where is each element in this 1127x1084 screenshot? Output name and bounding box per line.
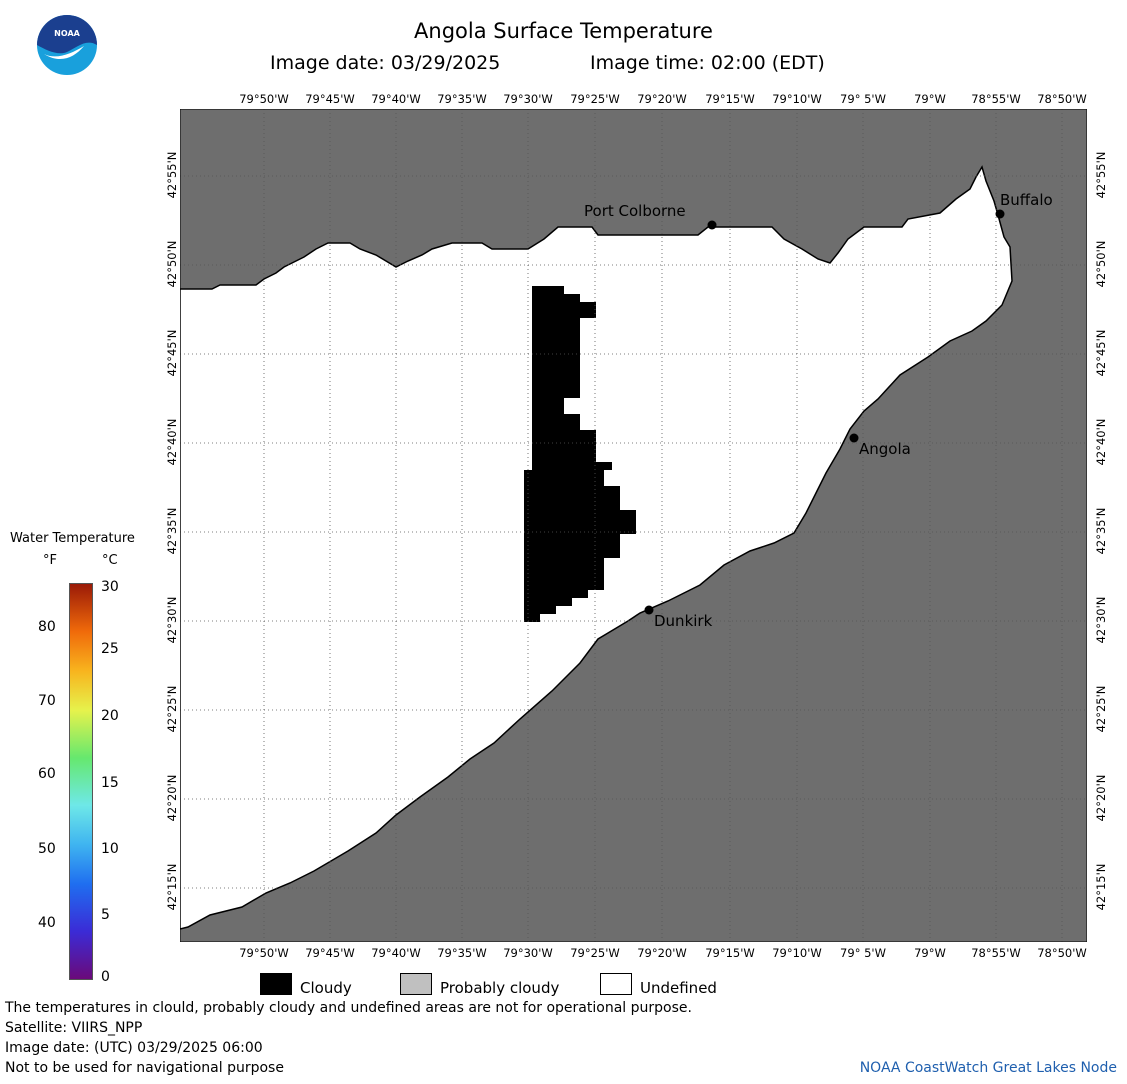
lon-label: 79°25'W [570,92,620,106]
lon-label: 79°50'W [239,946,289,960]
colorbar-f-tick: 50 [38,841,56,857]
lon-label: 79°30'W [503,946,553,960]
colorbar-c-tick: 10 [101,841,119,857]
lat-label: 42°40'N [165,418,179,466]
lat-label: 42°15'N [165,863,179,911]
map-grid [180,109,1087,942]
lon-label: 78°55'W [971,946,1021,960]
colorbar-c-tick: 15 [101,775,119,791]
colorbar-c-tick: 20 [101,708,119,724]
lat-label: 42°55'N [165,151,179,199]
legend-label: Cloudy [300,979,352,997]
city-dot [995,209,1005,219]
lat-label: 42°20'N [165,774,179,822]
lon-label: 79°45'W [305,946,355,960]
lon-label: 79°10'W [772,946,822,960]
city-dot [849,433,859,443]
colorbar-c-tick: 5 [101,907,110,923]
lat-label: 42°30'N [165,596,179,644]
image-date: Image date: 03/29/2025 [270,52,501,74]
lon-label: 79°15'W [705,92,755,106]
lon-label: 79°30'W [503,92,553,106]
colorbar-f-tick: 40 [38,915,56,931]
lon-label: 79°50'W [239,92,289,106]
colorbar-c-tick: 30 [101,579,119,595]
colorbar-f-tick: 70 [38,693,56,709]
svg-text:NOAA: NOAA [54,29,80,38]
legend-label: Undefined [640,979,717,997]
lat-label: 42°35'N [165,507,179,555]
page-title: Angola Surface Temperature [414,19,713,43]
city-markers: Port Colborne Buffalo Angola Dunkirk [584,191,1053,630]
noaa-logo: NOAA [36,14,98,76]
colorbar-f-tick: 60 [38,766,56,782]
lon-label: 79°35'W [437,92,487,106]
colorbar-c-tick: 0 [101,969,110,985]
cloudy-area [524,286,636,622]
colorbar-c-tick: 25 [101,641,119,657]
credit-link[interactable]: NOAA CoastWatch Great Lakes Node [859,1060,1117,1076]
lon-label: 78°50'W [1037,946,1087,960]
lat-label: 42°40'N [1094,418,1108,466]
lon-label: 78°55'W [971,92,1021,106]
city-label: Port Colborne [584,202,686,220]
lat-label: 42°35'N [1094,507,1108,555]
lon-label: 79° 5'W [840,92,886,106]
legend-swatch [600,973,632,995]
legend-swatch [400,973,432,995]
lat-label: 42°50'N [1094,240,1108,288]
lon-label: 79°W [914,946,946,960]
lat-label: 42°50'N [165,240,179,288]
lon-label: 79°20'W [637,946,687,960]
lat-label: 42°25'N [1094,685,1108,733]
city-dot [644,605,654,615]
city-label: Buffalo [1000,191,1053,209]
colorbar-unit-c: °C [102,553,118,568]
lon-label: 79°20'W [637,92,687,106]
legend-swatch [260,973,292,995]
lon-label: 79°W [914,92,946,106]
lon-label: 79°10'W [772,92,822,106]
utc-date-text: Image date: (UTC) 03/29/2025 06:00 [5,1040,263,1056]
lon-label: 79°15'W [705,946,755,960]
lat-label: 42°45'N [165,329,179,377]
satellite-text: Satellite: VIIRS_NPP [5,1020,143,1036]
lon-label: 79°35'W [437,946,487,960]
lon-label: 78°50'W [1037,92,1087,106]
lat-label: 42°25'N [165,685,179,733]
city-dot [707,220,717,230]
image-time: Image time: 02:00 (EDT) [590,52,825,74]
lon-label: 79°45'W [305,92,355,106]
lat-label: 42°30'N [1094,596,1108,644]
temperature-map: Port Colborne Buffalo Angola Dunkirk [180,109,1087,942]
disclaimer-text: The temperatures in clould, probably clo… [5,1000,692,1016]
colorbar-f-tick: 80 [38,619,56,635]
navigation-warning: Not to be used for navigational purpose [5,1060,284,1076]
legend-label: Probably cloudy [440,979,560,997]
lon-label: 79°25'W [570,946,620,960]
lon-label: 79°40'W [371,92,421,106]
lat-label: 42°55'N [1094,151,1108,199]
lat-label: 42°20'N [1094,774,1108,822]
lat-label: 42°15'N [1094,863,1108,911]
city-label: Angola [859,440,911,458]
colorbar-gradient [69,583,93,980]
lon-label: 79°40'W [371,946,421,960]
city-label: Dunkirk [654,612,713,630]
lon-label: 79° 5'W [840,946,886,960]
lat-label: 42°45'N [1094,329,1108,377]
colorbar-title: Water Temperature [10,531,135,546]
colorbar-unit-f: °F [43,553,57,568]
